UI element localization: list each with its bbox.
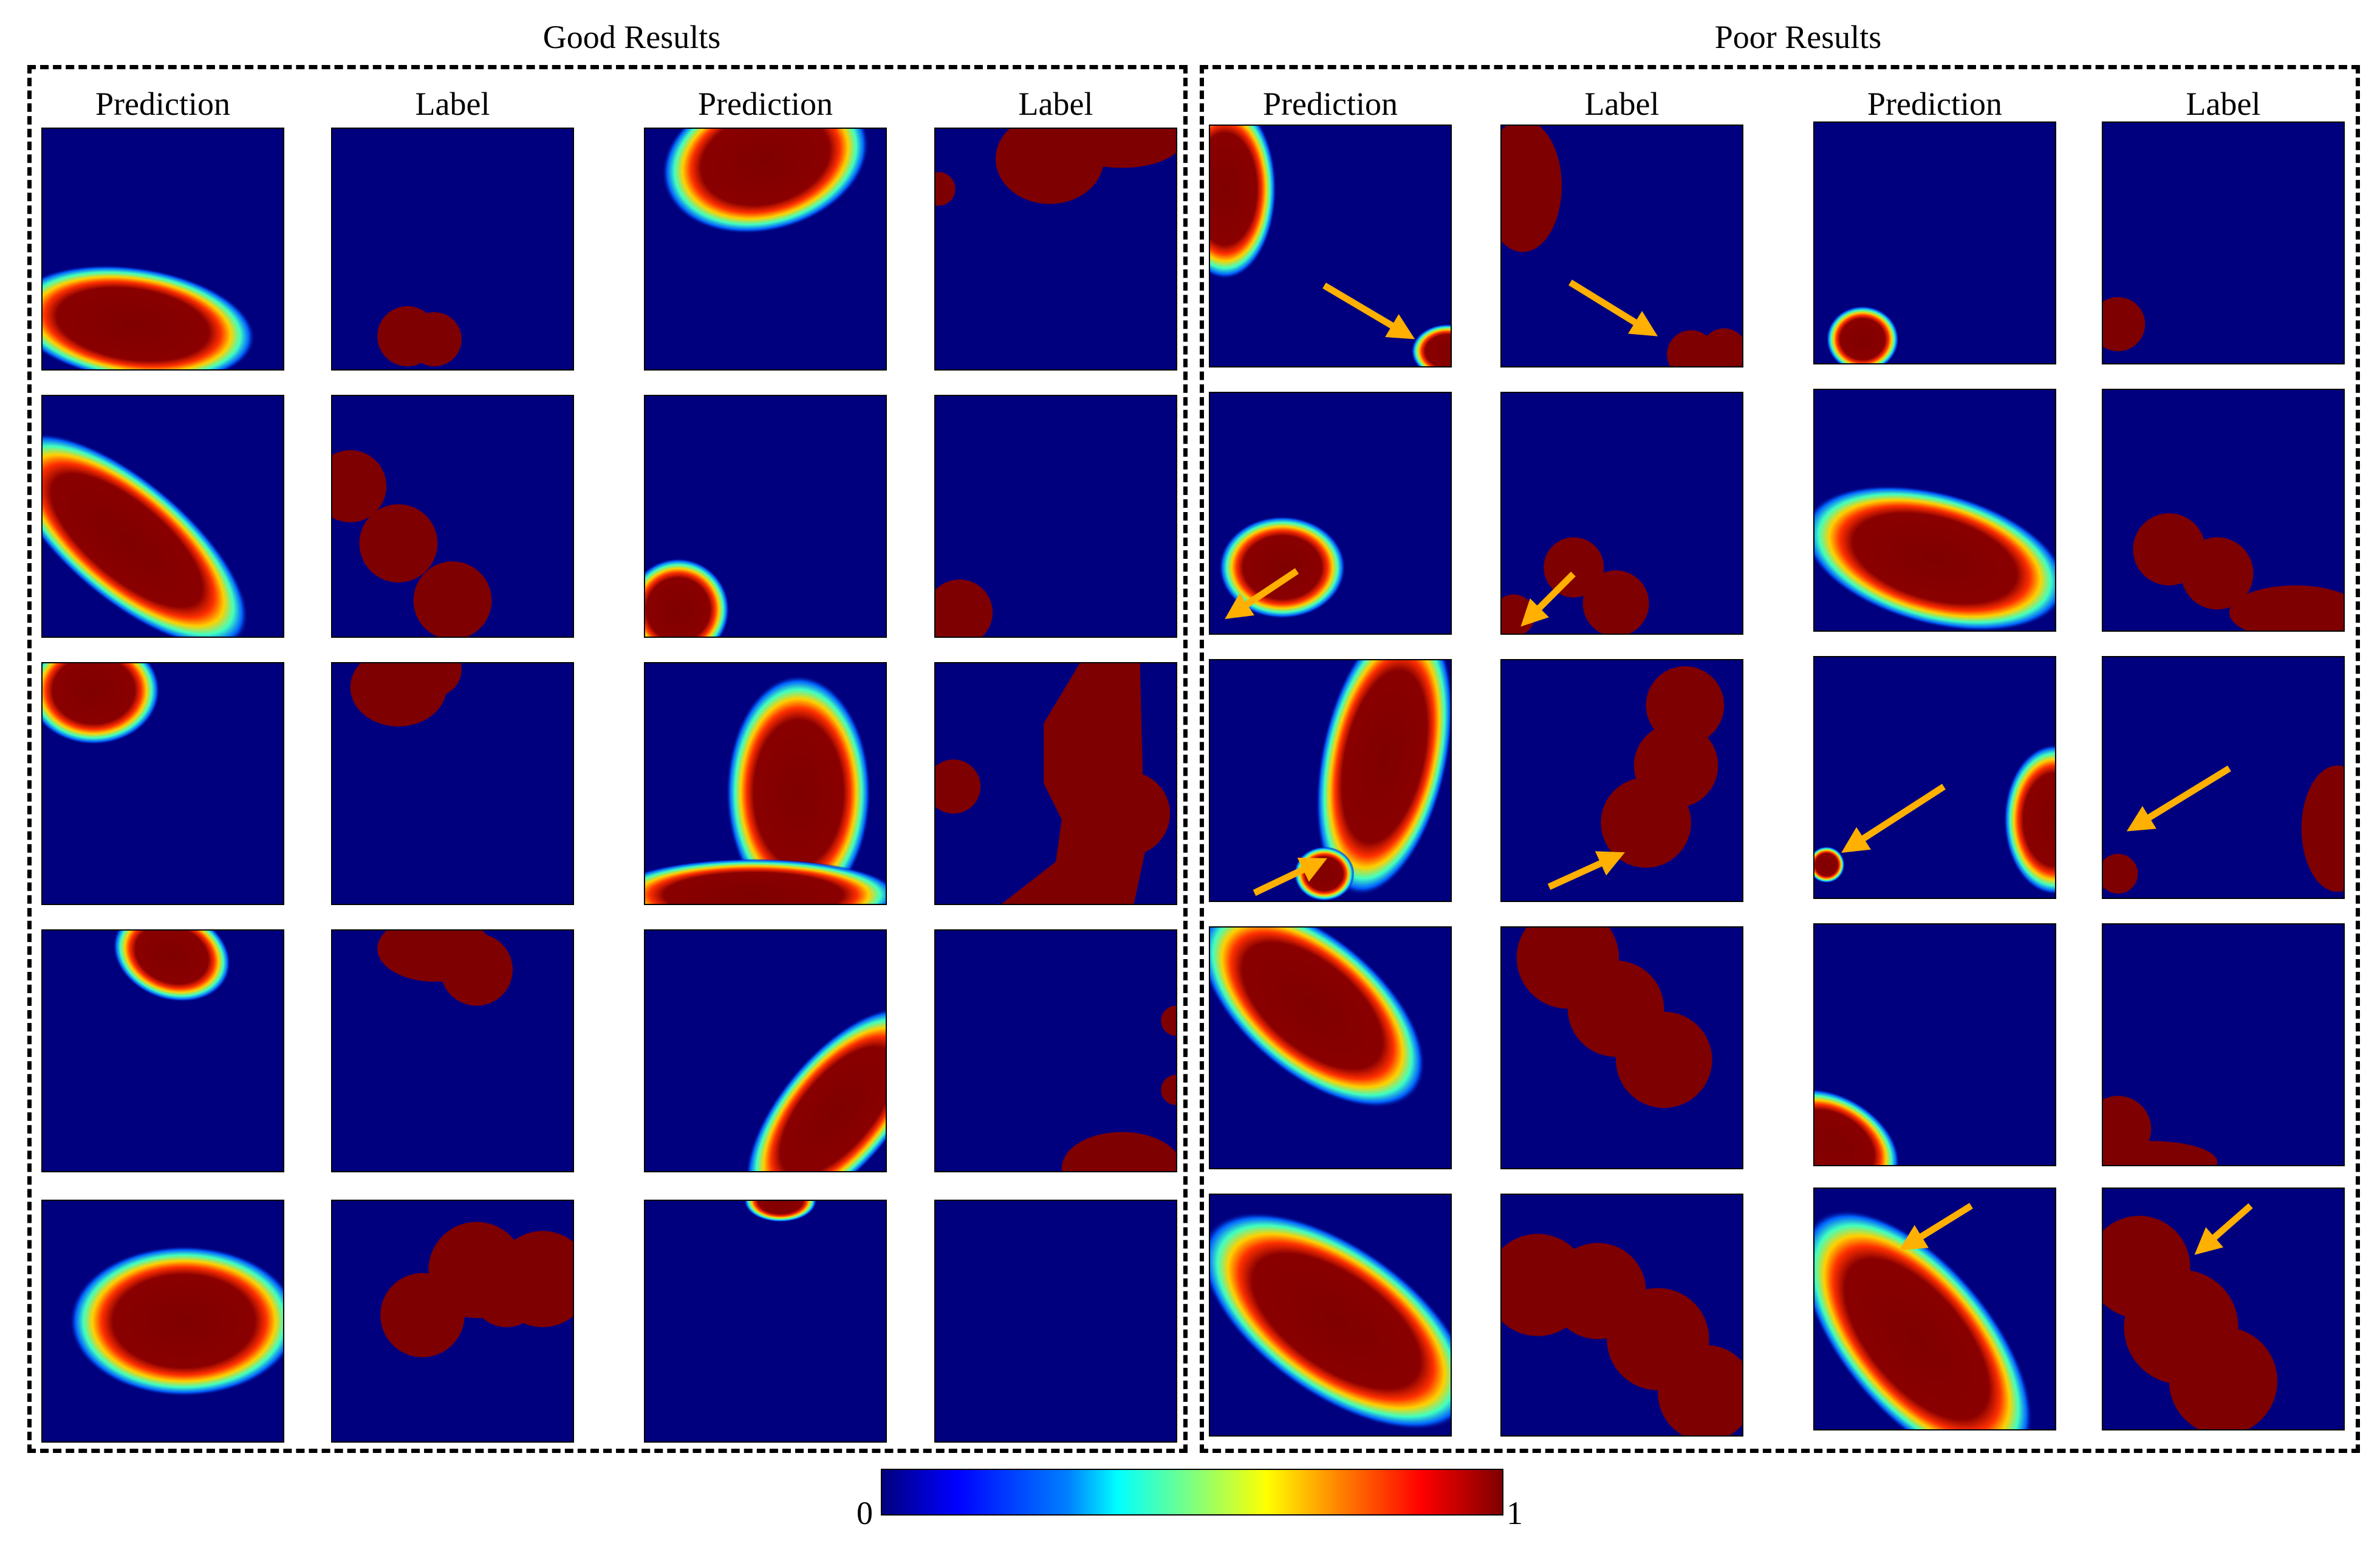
- poor-r2-prediction-2: [1813, 389, 2056, 632]
- poor-r1-prediction-2: [1813, 121, 2056, 364]
- good-r5-prediction-2: [644, 1200, 887, 1443]
- good-r1-prediction-1: [41, 128, 284, 371]
- poor-r1-label-1: [1500, 125, 1743, 367]
- good-r2-label-1: [331, 395, 574, 638]
- good-results-frame: [27, 65, 1188, 1453]
- poor-r5-prediction-2: [1813, 1188, 2056, 1430]
- good-r4-prediction-2: [644, 929, 887, 1172]
- poor-r5-prediction-1: [1209, 1194, 1452, 1437]
- poor-r4-label-2: [2102, 923, 2345, 1166]
- poor-r4-prediction-1: [1209, 926, 1452, 1169]
- good-r1-label-2: [934, 128, 1177, 371]
- col-header-poor-prediction-2: Prediction: [1867, 86, 2002, 122]
- good-r5-label-2: [934, 1200, 1177, 1443]
- col-header-poor-label-2: Label: [2186, 86, 2261, 122]
- good-r4-prediction-1: [41, 929, 284, 1172]
- good-r1-prediction-2: [644, 128, 887, 371]
- poor-r4-label-1: [1500, 926, 1743, 1169]
- good-r1-label-1: [331, 128, 574, 371]
- col-header-good-prediction-1: Prediction: [95, 86, 230, 122]
- good-r3-prediction-1: [41, 662, 284, 905]
- good-r5-prediction-1: [41, 1200, 284, 1443]
- good-r3-prediction-2: [644, 662, 887, 905]
- poor-results-title: Poor Results: [1714, 19, 1882, 55]
- good-r4-label-1: [331, 929, 574, 1172]
- poor-r2-label-2: [2102, 389, 2345, 632]
- good-r4-label-2: [934, 929, 1177, 1172]
- col-header-poor-label-1: Label: [1584, 86, 1660, 122]
- poor-r5-label-2: [2102, 1188, 2345, 1430]
- poor-r2-label-1: [1500, 392, 1743, 635]
- good-r2-prediction-2: [644, 395, 887, 638]
- col-header-good-label-2: Label: [1018, 86, 1093, 122]
- good-r5-label-1: [331, 1200, 574, 1443]
- good-results-title: Good Results: [542, 19, 721, 55]
- good-r3-label-2: [934, 662, 1177, 905]
- poor-r3-prediction-2: [1813, 656, 2056, 899]
- poor-r4-prediction-2: [1813, 923, 2056, 1166]
- colorbar-max-label: 1: [1506, 1495, 1523, 1531]
- poor-r1-prediction-1: [1209, 125, 1452, 367]
- poor-r5-label-1: [1500, 1194, 1743, 1437]
- col-header-poor-prediction-1: Prediction: [1263, 86, 1398, 122]
- colorbar: [881, 1469, 1503, 1516]
- poor-r3-label-1: [1500, 659, 1743, 902]
- good-r2-prediction-1: [41, 395, 284, 638]
- poor-results-frame: [1200, 65, 2360, 1453]
- col-header-good-prediction-2: Prediction: [698, 86, 833, 122]
- good-r3-label-1: [331, 662, 574, 905]
- col-header-good-label-1: Label: [415, 86, 490, 122]
- poor-r3-label-2: [2102, 656, 2345, 899]
- colorbar-min-label: 0: [857, 1495, 873, 1531]
- poor-r1-label-2: [2102, 121, 2345, 364]
- good-r2-label-2: [934, 395, 1177, 638]
- poor-r3-prediction-1: [1209, 659, 1452, 902]
- poor-r2-prediction-1: [1209, 392, 1452, 635]
